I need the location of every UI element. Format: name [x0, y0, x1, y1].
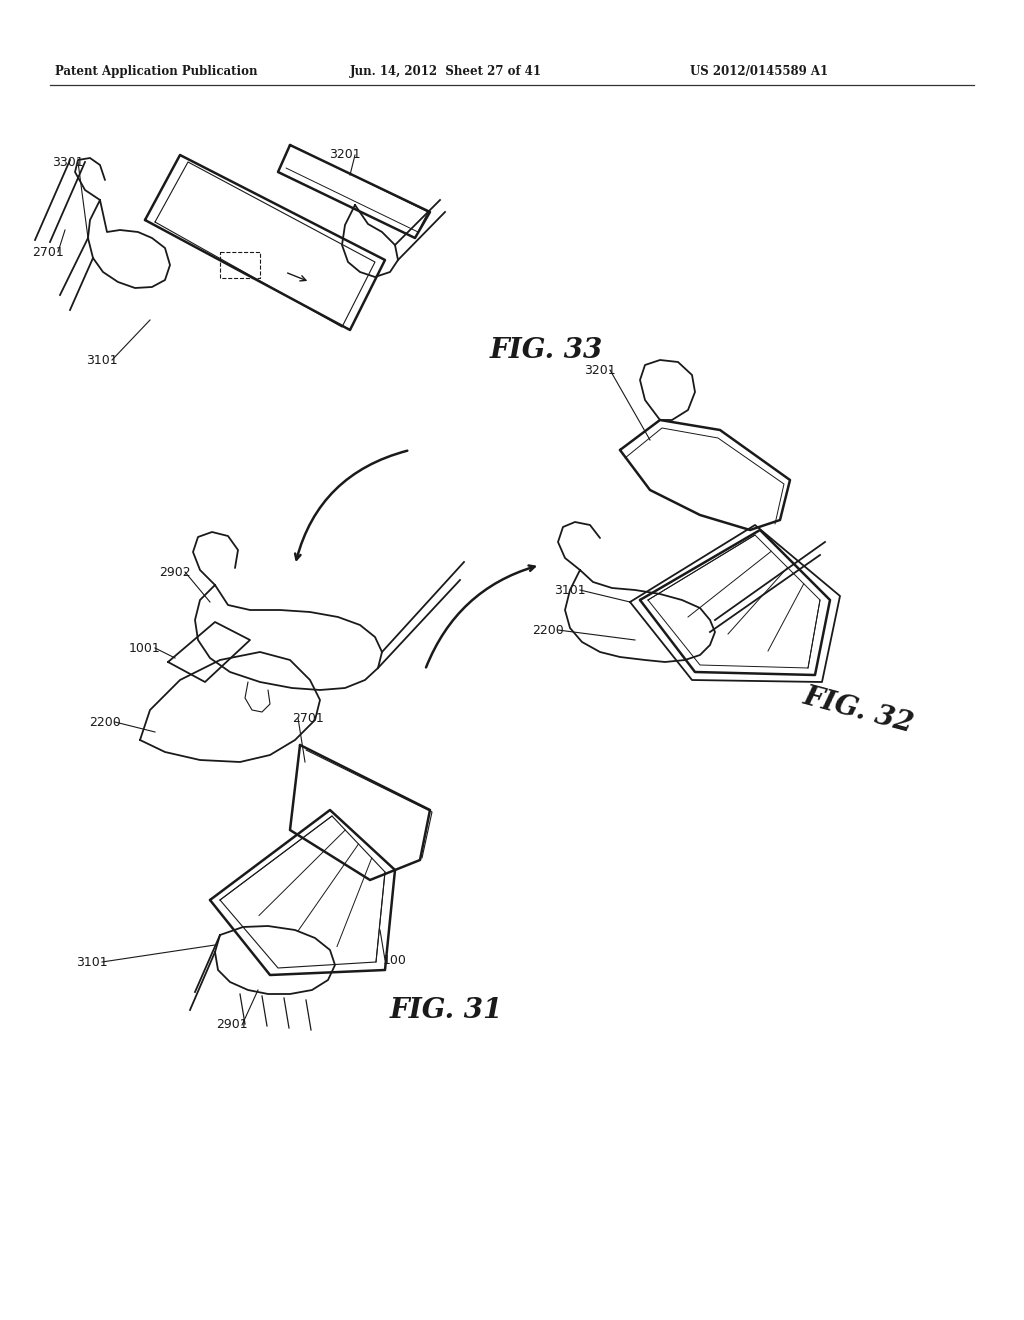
Text: 3101: 3101 [86, 354, 118, 367]
Text: 3201: 3201 [584, 363, 615, 376]
Text: FIG. 33: FIG. 33 [490, 337, 603, 363]
Text: 3101: 3101 [76, 956, 108, 969]
Text: 2200: 2200 [89, 715, 121, 729]
Text: 2701: 2701 [292, 711, 324, 725]
Text: US 2012/0145589 A1: US 2012/0145589 A1 [690, 66, 828, 78]
Text: Patent Application Publication: Patent Application Publication [55, 66, 257, 78]
Text: 2701: 2701 [32, 246, 63, 259]
Text: 3101: 3101 [554, 583, 586, 597]
Text: FIG. 31: FIG. 31 [390, 997, 503, 1023]
Text: 100: 100 [383, 953, 407, 966]
Text: 2901: 2901 [216, 1019, 248, 1031]
Text: FIG. 32: FIG. 32 [800, 682, 916, 738]
Text: 3301: 3301 [52, 156, 84, 169]
Text: 3201: 3201 [329, 149, 360, 161]
Text: 2200: 2200 [532, 623, 564, 636]
Text: 1001: 1001 [129, 642, 161, 655]
Text: Jun. 14, 2012  Sheet 27 of 41: Jun. 14, 2012 Sheet 27 of 41 [350, 66, 542, 78]
Text: 2902: 2902 [159, 565, 190, 578]
